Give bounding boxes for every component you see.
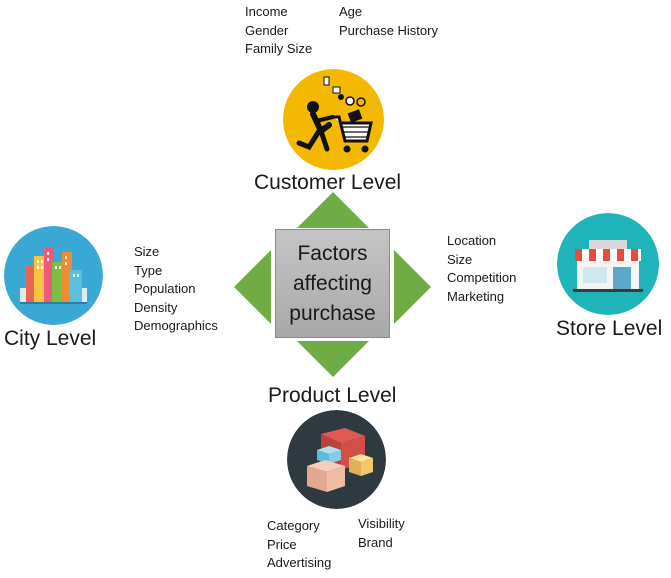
center-line-3: purchase: [289, 301, 376, 325]
city-factors: Size Type Population Density Demographic…: [134, 243, 218, 336]
product-factors-col1: Category Price Advertising: [267, 517, 331, 573]
product-factor: Brand: [358, 534, 393, 550]
center-line-2: affecting: [292, 271, 372, 295]
city-factor: Size: [134, 244, 160, 259]
arrow-right-icon: [394, 250, 431, 324]
product-factors-col2: Visibility Brand: [358, 515, 405, 552]
customer-factors-col2: Age Purchase History: [339, 3, 438, 40]
city-factor: Demographics: [134, 318, 218, 333]
store-factor: Size: [447, 251, 473, 267]
boxes-icon: [287, 410, 386, 509]
arrow-down-icon: [297, 341, 369, 377]
customer-factor: Age: [339, 4, 363, 19]
customer-level-title: Customer Level: [254, 171, 402, 194]
customer-factors-col1: Income Gender Family Size: [245, 3, 312, 59]
center-line-1: Factors: [297, 241, 368, 265]
store-level-title: Store Level: [556, 317, 663, 340]
product-level-title: Product Level: [268, 384, 397, 407]
city-level-title: City Level: [4, 327, 97, 350]
city-factor: Type: [134, 262, 163, 278]
shopping-cart-icon: [283, 69, 384, 170]
store-factor: Marketing: [447, 288, 505, 304]
customer-factor: Family Size: [245, 41, 313, 56]
arrow-up-icon: [297, 192, 369, 228]
city-buildings-icon: [4, 226, 103, 325]
product-factor: Category: [267, 518, 320, 533]
customer-factor: Purchase History: [339, 22, 438, 38]
storefront-icon: [557, 213, 659, 315]
store-factor: Competition: [447, 270, 517, 285]
customer-factor: Gender: [245, 22, 289, 38]
store-factors: Location Size Competition Marketing: [447, 232, 516, 306]
customer-factor: Income: [245, 4, 288, 19]
store-factor: Location: [447, 233, 497, 248]
product-factor: Advertising: [267, 555, 332, 570]
product-factor: Price: [267, 536, 297, 552]
city-factor: Population: [134, 281, 196, 296]
city-factor: Density: [134, 299, 178, 315]
product-factor: Visibility: [358, 516, 405, 531]
arrow-left-icon: [234, 250, 271, 324]
center-box: Factors affecting purchase: [275, 229, 390, 338]
